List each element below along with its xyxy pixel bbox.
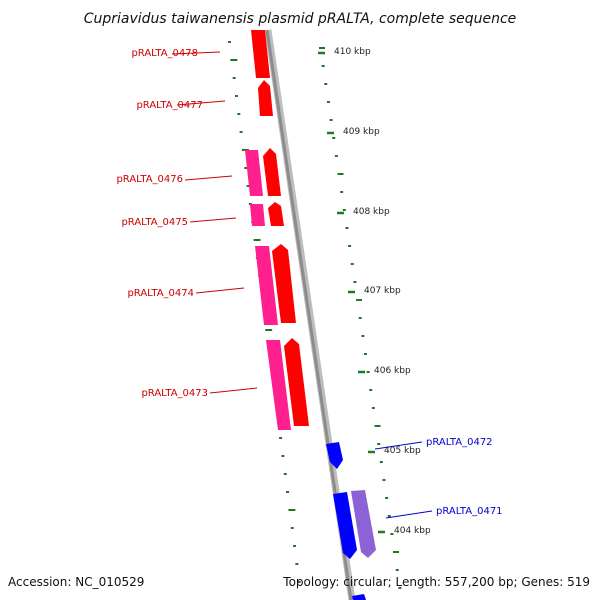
gene-leader-line [176,100,226,106]
gene-feature-pRALTA_0471[interactable] [333,492,357,559]
summary-label: Topology: circular; Length: 557,200 bp; … [282,575,590,589]
scale-tick-label: 410 kbp [334,47,371,57]
gene-label-pRALTA_0476[interactable]: pRALTA_0476 [116,174,183,185]
scale-tick-label: 406 kbp [374,366,411,376]
gene-label-pRALTA_0471[interactable]: pRALTA_0471 [436,506,503,517]
gene-label-pRALTA_0477[interactable]: pRALTA_0477 [136,100,203,111]
gene-label-pRALTA_0474[interactable]: pRALTA_0474 [127,288,194,299]
gene-label-pRALTA_0472[interactable]: pRALTA_0472 [426,437,493,448]
gene-feature-pRALTA_0478[interactable] [251,30,270,78]
gene-leader-line [374,441,423,450]
gene-feature-pRALTA_0477[interactable] [258,80,273,116]
accession-label: Accession: NC_010529 [8,575,144,589]
gene-label-pRALTA_0478[interactable]: pRALTA_0478 [131,48,198,59]
gene-feature-pRALTA_0475-pair[interactable] [250,204,265,226]
gene-label-pRALTA_0475[interactable]: pRALTA_0475 [121,217,188,228]
gene-leader-line [184,175,233,181]
gene-leader-line [209,387,258,394]
gene-feature-pRALTA_0474-pair[interactable] [255,246,278,325]
gene-feature-pRALTA_0473-pair[interactable] [266,340,291,430]
scale-tick-label: 407 kbp [364,286,401,296]
gene-label-pRALTA_0473[interactable]: pRALTA_0473 [141,388,208,399]
gene-feature-pRALTA_0471-pair[interactable] [351,490,376,558]
gene-leader-line [195,287,245,294]
scale-ticks: 410 kbp 409 kbp 408 kbp 407 kbp 406 kbp 405 k… [318,47,431,536]
scale-tick-label: 409 kbp [343,127,380,137]
gene-leader-line [385,510,433,519]
gene-features [245,30,376,600]
scale-tick-label: 408 kbp [353,207,390,217]
gene-feature-offscreen [352,594,366,600]
gene-feature-pRALTA_0476-pair[interactable] [245,150,263,196]
gene-feature-pRALTA_0476[interactable] [263,148,281,196]
gene-feature-pRALTA_0473[interactable] [284,338,309,426]
map-title: Cupriavidus taiwanensis plasmid pRALTA, … [84,11,517,27]
gene-leader-line [189,217,237,223]
gene-labels: pRALTA_0478 pRALTA_0477 pRALTA_0476 pRALTA_… [116,48,503,519]
scale-tick-label: 404 kbp [394,526,431,536]
gene-feature-pRALTA_0472[interactable] [326,442,343,469]
gene-feature-pRALTA_0475[interactable] [268,202,284,226]
gene-leader-line [171,51,221,55]
gc-skew-track-right [319,47,402,589]
scale-tick-label: 405 kbp [384,446,421,456]
gene-feature-pRALTA_0474[interactable] [272,244,296,323]
